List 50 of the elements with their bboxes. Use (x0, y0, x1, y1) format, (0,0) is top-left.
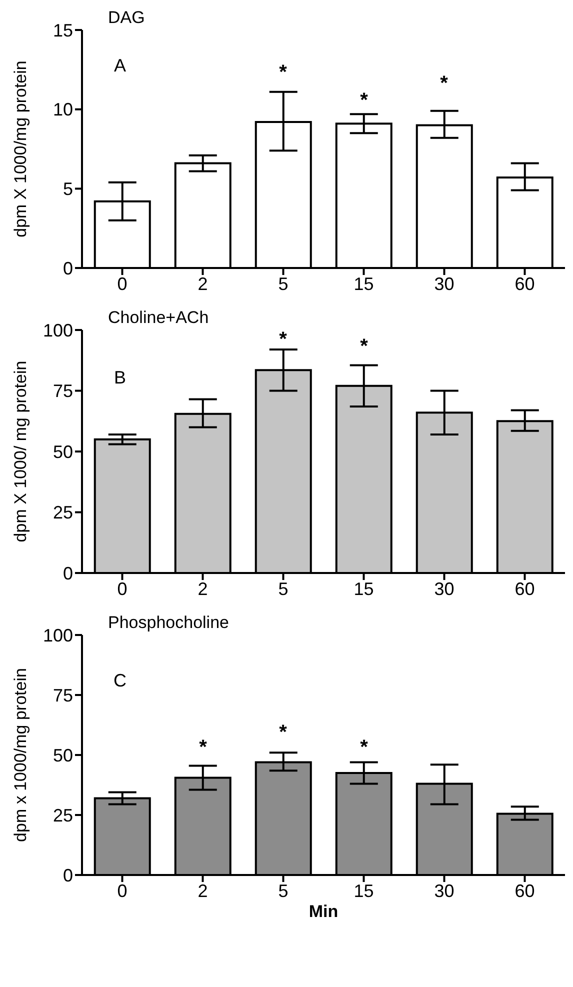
annotation: * (279, 62, 287, 84)
annotation: * (279, 328, 287, 352)
y-tick-label: 0 (62, 865, 73, 886)
x-tick-label: 5 (278, 880, 288, 901)
y-tick-label: 0 (62, 563, 73, 584)
x-tick-label: 0 (117, 274, 128, 294)
chart-title: Phosphocholine (108, 613, 229, 633)
annotation: A (114, 56, 126, 76)
x-tick-label: 5 (278, 578, 288, 599)
y-tick-label: 5 (62, 179, 73, 200)
x-tick-label: 2 (198, 578, 208, 599)
x-tick-label: 15 (354, 274, 374, 294)
annotation: C (114, 670, 126, 692)
y-tick-label: 75 (52, 685, 73, 706)
annotation: * (279, 722, 287, 744)
annotation: * (360, 336, 368, 358)
x-tick-label: 15 (354, 578, 374, 599)
annotation: * (199, 736, 207, 760)
y-axis-title: dpm x 1000/mg protein (11, 668, 30, 842)
x-tick-label: 60 (514, 578, 535, 599)
annotation: * (440, 72, 448, 96)
y-tick-label: 0 (62, 258, 73, 278)
y-tick-label: 15 (52, 20, 73, 40)
annotation: B (114, 368, 126, 388)
annotation: * (360, 90, 368, 112)
x-tick-label: 60 (514, 880, 535, 901)
y-tick-label: 50 (52, 745, 73, 766)
y-tick-label: 10 (52, 100, 73, 120)
chart-title: DAG (108, 8, 145, 28)
x-tick-label: 5 (278, 274, 288, 294)
annotation: * (360, 736, 368, 760)
x-axis-title: Min (308, 902, 338, 922)
x-tick-label: 2 (198, 880, 208, 901)
y-tick-label: 100 (42, 625, 73, 646)
x-tick-label: 60 (514, 274, 535, 294)
y-axis-title: dpm X 1000/ mg protein (11, 360, 30, 542)
chart-title: Choline+ACh (108, 308, 209, 328)
x-tick-label: 0 (117, 880, 128, 901)
y-tick-label: 50 (52, 442, 73, 462)
x-tick-label: 30 (434, 578, 454, 599)
y-tick-label: 25 (52, 502, 73, 523)
y-tick-label: 100 (42, 320, 73, 340)
y-tick-label: 75 (52, 381, 73, 402)
x-tick-label: 0 (117, 578, 128, 599)
y-tick-label: 25 (52, 805, 73, 826)
x-tick-label: 30 (434, 880, 454, 901)
y-axis-title: dpm X 1000/mg protein (11, 60, 30, 238)
x-tick-label: 15 (354, 880, 374, 901)
x-tick-label: 2 (198, 274, 208, 294)
x-tick-label: 30 (434, 274, 454, 294)
